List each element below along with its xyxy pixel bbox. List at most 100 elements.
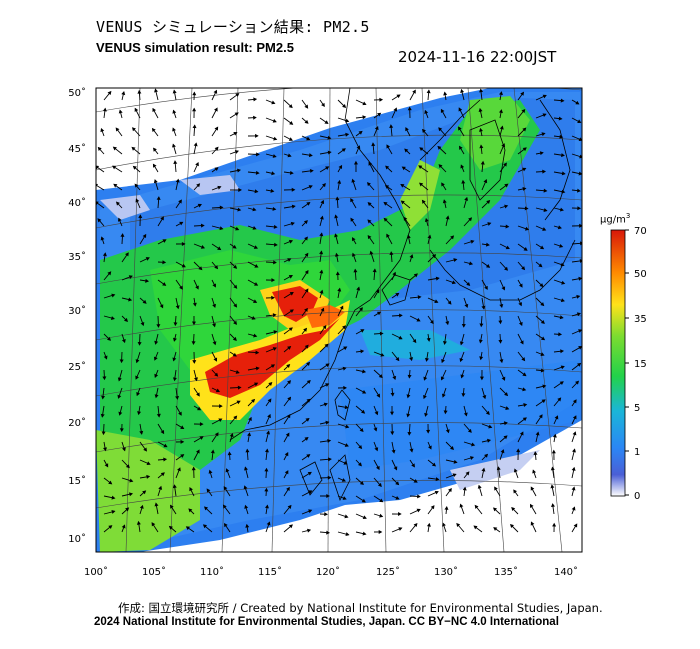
wind-arrow-head	[304, 252, 309, 257]
lat-label: 15˚	[68, 475, 86, 487]
wind-arrow-head	[442, 199, 447, 204]
wind-arrow-head	[422, 128, 426, 133]
wind-arrow-head	[145, 278, 150, 283]
wind-arrow-head	[214, 126, 219, 131]
wind-arrow-head	[367, 219, 372, 224]
wind-arrow-head	[362, 115, 367, 120]
wind-arrow-head	[541, 132, 546, 137]
wind-arrow-head	[287, 396, 292, 401]
wind-arrow-head	[453, 258, 458, 262]
lon-label: 115˚	[258, 566, 282, 578]
wind-arrow-head	[319, 232, 324, 237]
wind-arrow-head	[560, 298, 565, 303]
wind-arrow-head	[353, 268, 358, 273]
wind-arrow-head	[418, 165, 423, 170]
wind-arrow-head	[233, 132, 238, 136]
wind-arrow-head	[341, 148, 346, 153]
wind-arrow-head	[252, 207, 257, 212]
wind-arrow-head	[424, 109, 429, 114]
wind-arrow-head	[287, 380, 292, 385]
wind-arrow-head	[344, 443, 349, 447]
wind-arrow-head	[121, 524, 126, 529]
wind-arrow-head	[466, 282, 471, 286]
wind-arrow-head	[362, 531, 367, 536]
wind-arrow-head	[177, 467, 181, 472]
wind-arrow-head	[540, 302, 545, 307]
wind-arrow-head	[560, 262, 565, 267]
wind-arrow-head	[362, 101, 367, 106]
wind-arrow-head	[424, 217, 429, 223]
wind-arrow-head	[479, 323, 484, 328]
wind-arrow-head	[344, 514, 349, 519]
wind-arrow-head	[188, 508, 193, 513]
wind-arrow-head	[215, 388, 221, 393]
lon-label: 125˚	[376, 566, 400, 578]
wind-arrow-head	[419, 147, 424, 152]
wind-arrow-head	[518, 283, 523, 288]
lat-label: 20˚	[68, 417, 86, 429]
wind-arrow-head	[237, 385, 242, 390]
wind-arrow-head	[429, 320, 434, 325]
wind-arrow-head	[195, 285, 199, 290]
wind-arrow-head	[254, 282, 259, 286]
wind-arrow-head	[214, 146, 219, 151]
wind-arrow-head	[321, 102, 325, 108]
wind-arrow-head	[461, 179, 466, 184]
wind-arrow-head	[401, 166, 406, 171]
lat-label: 30˚	[68, 305, 86, 317]
wind-arrow-head	[197, 203, 202, 208]
wind-arrow-head	[308, 490, 313, 494]
wind-arrow-head	[125, 507, 130, 512]
wind-arrow-head	[156, 324, 161, 328]
wind-arrow-head	[479, 376, 484, 381]
wind-arrow-head	[113, 183, 118, 188]
wind-arrow-head	[172, 127, 176, 132]
wind-arrow-head	[112, 165, 117, 170]
wind-arrow-head	[319, 215, 324, 220]
wind-arrow-head	[447, 300, 452, 305]
wind-arrow-head	[522, 147, 527, 152]
wind-arrow-head	[398, 335, 403, 340]
wind-arrow-head	[217, 185, 222, 190]
wind-arrow-head	[196, 183, 201, 188]
wind-arrow-head	[267, 413, 271, 419]
wind-arrow-head	[442, 341, 447, 345]
wind-arrow-head	[289, 291, 294, 296]
wind-arrow-head	[575, 100, 580, 105]
wind-arrow-head	[501, 143, 506, 148]
wind-arrow-head	[335, 196, 340, 201]
wind-arrow-head	[304, 236, 308, 241]
wind-arrow-head	[471, 442, 476, 447]
wind-arrow-head	[443, 91, 448, 96]
wind-arrow-head	[504, 183, 509, 188]
wind-arrow-head	[358, 444, 363, 450]
wind-arrow-head	[390, 431, 395, 436]
wind-arrow-head	[304, 344, 309, 349]
wind-arrow-head	[356, 286, 361, 291]
wind-arrow-head	[146, 474, 151, 479]
wind-arrow-head	[496, 466, 501, 471]
wind-arrow-head	[450, 235, 455, 240]
wind-arrow-head	[509, 523, 515, 528]
wind-arrow-head	[307, 471, 312, 476]
wind-arrow-head	[483, 179, 488, 184]
wind-arrow-head	[107, 90, 112, 96]
wind-arrow-head	[151, 127, 156, 133]
wind-arrow-head	[383, 201, 388, 206]
wind-arrow-head	[390, 392, 395, 397]
wind-arrow-head	[137, 342, 142, 346]
wind-arrow-head	[395, 357, 400, 362]
colorbar-tick: 15	[634, 359, 647, 370]
wind-arrow-head	[458, 107, 463, 112]
wind-arrow-head	[557, 397, 562, 402]
wind-arrow-head	[395, 292, 400, 297]
wind-arrow-head	[424, 412, 429, 417]
wind-arrow-head	[393, 466, 398, 471]
wind-arrow-head	[374, 411, 379, 416]
wind-arrow-head	[121, 91, 126, 96]
wind-arrow-head	[478, 339, 483, 344]
wind-arrow-head	[119, 428, 124, 433]
wind-arrow-head	[539, 245, 545, 250]
wind-arrow-head	[441, 358, 445, 364]
